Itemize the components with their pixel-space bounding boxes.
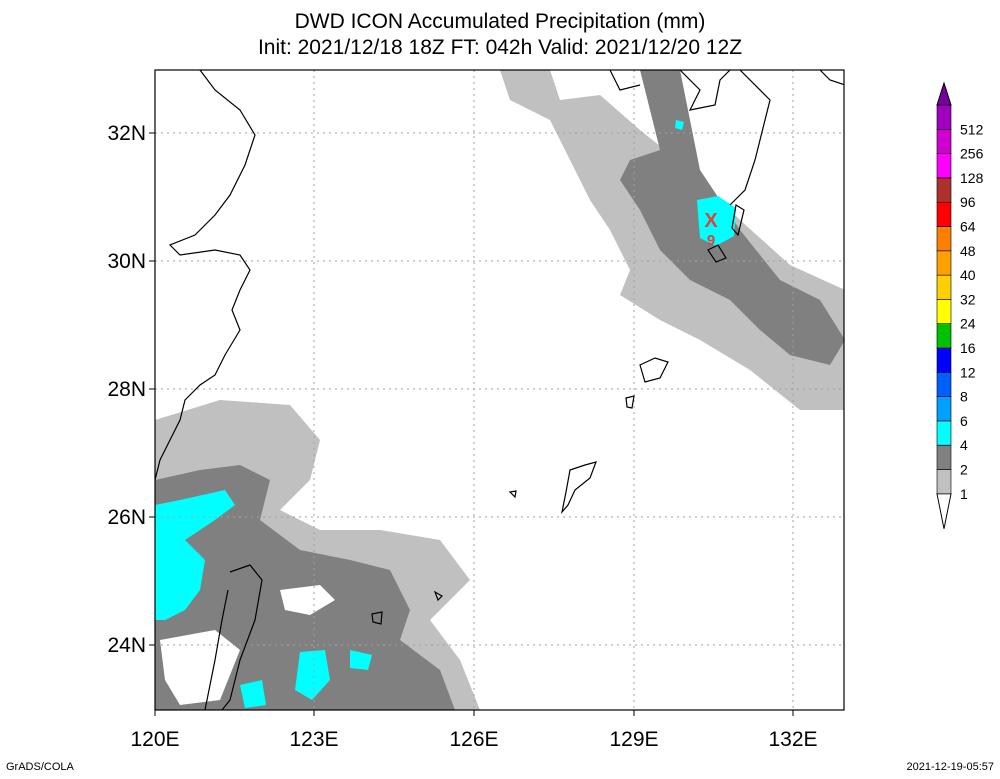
latitude-labels: 32N 30N 28N 26N 24N — [107, 122, 146, 657]
colorbar-band — [936, 226, 952, 252]
colorbar-label: 48 — [960, 243, 976, 259]
colorbar-label: 16 — [960, 340, 976, 356]
colorbar-min-arrow — [936, 493, 952, 529]
map-title: DWD ICON Accumulated Precipitation (mm) — [294, 10, 706, 33]
colorbar-label: 96 — [960, 194, 976, 210]
plot-frame — [154, 69, 845, 711]
precip-core-cyan — [697, 196, 736, 246]
colorbar-band — [936, 347, 952, 373]
colorbar-label: 2 — [960, 462, 968, 478]
footer-credit: GrADS/COLA — [6, 761, 74, 773]
coastline-korea-japan — [609, 70, 844, 206]
island-tanegashima — [731, 204, 745, 237]
colorbar-band — [936, 371, 952, 397]
colorbar-label: 6 — [960, 413, 968, 429]
colorbar-label: 4 — [960, 437, 968, 453]
lon-label: 123E — [289, 728, 338, 751]
colorbar-label: 40 — [960, 267, 976, 283]
lat-label: 30N — [107, 250, 146, 273]
colorbar-band — [936, 177, 952, 203]
lat-label: 28N — [107, 378, 146, 401]
precip-region-cyan-southwest — [155, 490, 235, 620]
colorbar-band — [936, 201, 952, 227]
colorbar-band — [936, 129, 952, 154]
island-ryukyu-2 — [560, 461, 597, 515]
colorbar-label: 512 — [960, 121, 984, 137]
colorbar-band — [936, 420, 952, 446]
lat-lon-grid — [155, 70, 844, 710]
lat-label: 24N — [107, 634, 146, 657]
axis-ticks — [149, 132, 794, 716]
island-small-2 — [508, 490, 517, 499]
colorbar-label: 8 — [960, 389, 968, 405]
colorbar-label: 64 — [960, 219, 976, 235]
colorbar-band — [936, 104, 952, 130]
max-marker-value: 9 — [707, 232, 715, 249]
lon-label: 132E — [768, 728, 817, 751]
precipitation-fields — [155, 70, 844, 710]
max-precip-marker: X 9 — [704, 210, 718, 249]
island-small-3 — [433, 590, 443, 602]
coastline-china — [155, 70, 256, 481]
lon-label: 126E — [449, 728, 498, 751]
island-small-1 — [625, 395, 635, 409]
colorbar-label: 256 — [960, 146, 984, 162]
colorbar-band — [936, 250, 952, 276]
coastlines — [155, 70, 844, 710]
longitude-labels: 120E 123E 126E 129E 132E — [130, 728, 817, 751]
colorbar-label: 1 — [960, 486, 968, 502]
precip-band-medium-northeast — [620, 70, 844, 365]
lon-label: 120E — [130, 728, 179, 751]
colorbar-band — [936, 469, 952, 495]
lat-label: 32N — [107, 122, 146, 145]
colorbar-band — [936, 444, 952, 470]
map-subtitle: Init: 2021/12/18 18Z FT: 042h Valid: 202… — [257, 36, 743, 59]
colorbar-label: 128 — [960, 170, 984, 186]
footer-timestamp: 2021-12-19-05:57 — [906, 761, 994, 773]
island-ryukyu-1 — [639, 357, 669, 383]
colorbar-band — [936, 153, 952, 179]
lat-label: 26N — [107, 506, 146, 529]
colorbar-label: 12 — [960, 364, 976, 380]
max-marker-x: X — [704, 210, 718, 232]
colorbar-band — [936, 323, 952, 349]
colorbar-band — [936, 396, 952, 422]
colorbar-label: 24 — [960, 316, 976, 332]
coastline-taiwan — [204, 564, 263, 710]
lon-label: 129E — [609, 728, 658, 751]
colorbar-band — [936, 274, 952, 300]
colorbar-max-arrow — [936, 81, 952, 106]
colorbar-band — [936, 299, 952, 324]
colorbar-label: 32 — [960, 291, 976, 307]
island-small-4 — [371, 611, 383, 625]
island-kyushu — [707, 244, 727, 263]
